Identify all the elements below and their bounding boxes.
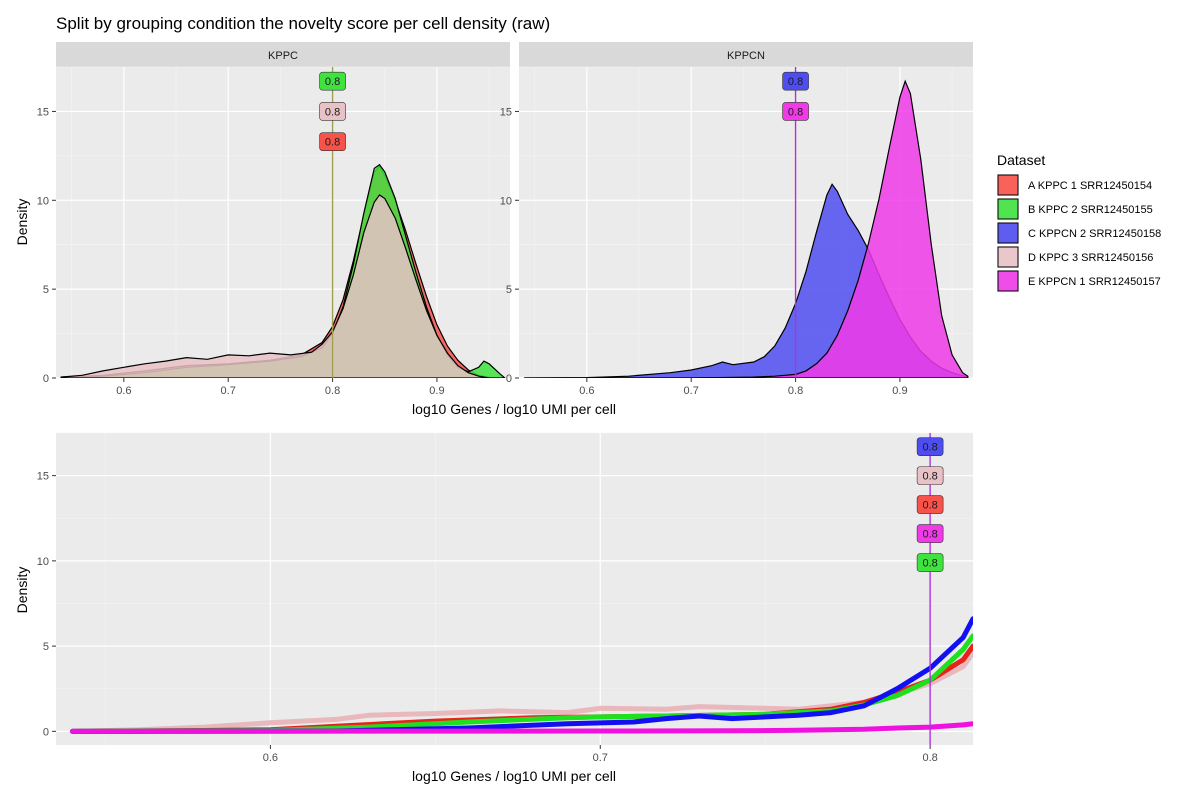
- chart-title: Split by grouping condition the novelty …: [56, 14, 550, 33]
- kppcn-threshold-badge-c: [782, 71, 809, 91]
- legend-label: A KPPC 1 SRR12450154: [1028, 180, 1152, 192]
- legend-swatch: [997, 222, 1019, 244]
- kppc-density-d: [60, 194, 490, 378]
- kppcn-x-tick-label: 0.8: [788, 385, 803, 397]
- kppc-threshold-badge-d: [319, 102, 346, 121]
- bottom-y-axis-title: Density: [14, 567, 30, 614]
- kppc-x-tick-label: 0.8: [325, 385, 340, 397]
- kppcn-x-tick-label: 0.9: [892, 385, 907, 397]
- legend: Dataset A KPPC 1 SRR12450154 B KPPC 2 SRR…: [997, 152, 1161, 292]
- kppc-x-tick-label: 0.7: [221, 385, 236, 397]
- kppc-x-tick-label: 0.9: [429, 385, 444, 397]
- kppc-x-tick-label: 0.6: [116, 385, 131, 397]
- kppc-series-group: [60, 163, 506, 378]
- combined-threshold-badge-label: 0.8: [922, 471, 937, 483]
- combined-threshold-badge-e: [916, 524, 944, 543]
- kppc-threshold-badge-label: 0.8: [325, 76, 340, 88]
- kppc-y-tick-label: 0: [43, 373, 49, 385]
- legend-swatch: [997, 246, 1019, 268]
- bottom-x-axis-title: log10 Genes / log10 UMI per cell: [412, 768, 616, 784]
- kppcn-x-tick-label: 0.7: [684, 385, 699, 397]
- kppcn-threshold-badge-e: [782, 102, 809, 121]
- combined-threshold-badge-c: [916, 437, 944, 456]
- legend-label: D KPPC 3 SRR12450156: [1028, 252, 1153, 264]
- kppcn-strip-label: KPPCN: [727, 50, 765, 62]
- combined-background: [56, 433, 973, 745]
- combined-density-line-e: [70, 721, 973, 734]
- panel-combined: 0.8 0.8 0.8 0.8 0.8 0 5 10 15 0.6 0.7 0.8: [37, 432, 973, 764]
- kppcn-y-tick-label: 0: [506, 373, 512, 385]
- kppcn-y-tick-label: 15: [500, 106, 512, 118]
- kppc-y-tick-label: 5: [43, 284, 49, 296]
- combined-density-line-c: [70, 616, 973, 734]
- kppcn-threshold-badge-label: 0.8: [788, 76, 803, 88]
- combined-x-tick-label: 0.7: [593, 752, 608, 764]
- legend-label: E KPPCN 1 SRR12450157: [1028, 276, 1161, 288]
- top-y-axis-title: Density: [14, 199, 30, 246]
- combined-threshold-badge-b: [916, 553, 944, 572]
- kppc-y-tick-label: 10: [37, 195, 49, 207]
- legend-title: Dataset: [997, 152, 1045, 168]
- kppc-threshold-badge-a: [319, 132, 346, 151]
- kppc-strip: [56, 42, 510, 67]
- kppcn-strip: [519, 42, 973, 67]
- panel-kppcn: KPPCN 0.8 0.8 0 5 10 15 0.6 0.7 0.8 0.9: [500, 42, 973, 397]
- legend-label: B KPPC 2 SRR12450155: [1028, 204, 1153, 216]
- legend-swatch: [997, 174, 1019, 196]
- kppc-y-tick-label: 15: [37, 106, 49, 118]
- legend-label: C KPPCN 2 SRR12450158: [1028, 228, 1161, 240]
- legend-swatch: [997, 198, 1019, 220]
- combined-x-tick-label: 0.8: [922, 752, 937, 764]
- kppc-threshold-badge-label: 0.8: [325, 106, 340, 118]
- combined-threshold-badge-a: [916, 495, 944, 514]
- combined-y-tick-label: 10: [37, 556, 49, 568]
- combined-threshold-badge-label: 0.8: [922, 500, 937, 512]
- legend-swatch: [997, 270, 1019, 292]
- combined-threshold-badge-label: 0.8: [922, 442, 937, 454]
- top-x-axis-title: log10 Genes / log10 UMI per cell: [412, 401, 616, 417]
- kppc-threshold-badge-label: 0.8: [325, 137, 340, 149]
- combined-y-tick-label: 0: [43, 726, 49, 738]
- kppc-threshold-badge-b: [319, 71, 346, 91]
- combined-threshold-badge-d: [916, 466, 944, 485]
- combined-threshold-badge-label: 0.8: [922, 529, 937, 541]
- combined-series-group: [70, 616, 973, 734]
- kppcn-x-tick-label: 0.6: [579, 385, 594, 397]
- combined-x-tick-label: 0.6: [263, 752, 278, 764]
- kppcn-y-tick-label: 10: [500, 195, 512, 207]
- kppcn-y-tick-label: 5: [506, 284, 512, 296]
- kppc-strip-label: KPPC: [268, 50, 298, 62]
- kppcn-threshold-badge-label: 0.8: [788, 106, 803, 118]
- combined-y-tick-label: 15: [37, 471, 49, 483]
- combined-y-tick-label: 5: [43, 641, 49, 653]
- panel-kppc: KPPC 0.8 0.8 0.8 0 5 10 15 0.6 0.7 0.8 0.9: [37, 42, 510, 397]
- combined-threshold-badge-label: 0.8: [922, 558, 937, 570]
